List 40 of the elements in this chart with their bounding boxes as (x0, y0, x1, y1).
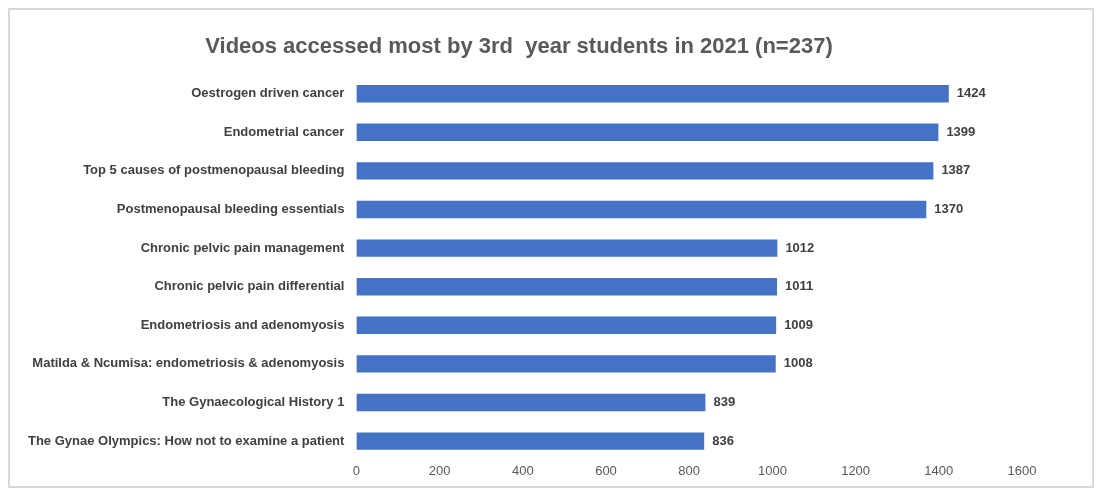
data-label: 1012 (785, 239, 815, 255)
data-label: 836 (712, 432, 734, 448)
y-tick-label: Endometrial cancer (223, 123, 345, 139)
x-tick-label: 400 (511, 462, 534, 478)
bar (356, 393, 706, 412)
y-tick-label: Postmenopausal bleeding essentials (116, 201, 345, 217)
y-tick-label: The Gynaecological History 1 (162, 394, 345, 410)
x-tick-label: 200 (428, 462, 451, 478)
bar (356, 162, 934, 180)
y-tick-label: Endometriosis and adenomyosis (140, 316, 345, 332)
data-label: 1009 (784, 316, 814, 332)
x-tick-label: 1400 (924, 462, 954, 478)
x-tick-label: 600 (595, 462, 617, 478)
bar (356, 278, 777, 296)
x-tick-label: 0 (352, 462, 361, 478)
y-tick-label: The Gynae Olympics: How not to examine a patient (27, 432, 346, 448)
y-tick-label: Matilda & Ncumisa: endometriosis & adenomyosis (32, 355, 345, 371)
x-tick-label: 1000 (757, 462, 787, 478)
bar (356, 239, 778, 257)
data-label: 1424 (956, 85, 987, 101)
data-label: 1008 (783, 355, 813, 371)
bar (356, 123, 939, 141)
data-label: 1011 (784, 278, 814, 294)
x-tick-label: 1600 (1007, 462, 1037, 478)
bar (356, 355, 776, 373)
bar (356, 85, 949, 103)
bar (356, 200, 927, 219)
x-tick-label: 800 (678, 462, 701, 478)
bar (356, 432, 705, 450)
data-label: 1399 (946, 123, 976, 139)
y-tick-label: Top 5 causes of postmenopausal bleeding (83, 162, 345, 178)
y-tick-label: Oestrogen driven cancer (191, 85, 345, 101)
x-tick-label: 1200 (841, 462, 871, 478)
y-tick-label: Chronic pelvic pain differential (154, 278, 345, 294)
data-label: 1387 (941, 162, 971, 178)
data-label: 1370 (934, 201, 964, 217)
y-tick-label: Chronic pelvic pain management (140, 239, 346, 255)
bar (356, 316, 777, 334)
chart-title: Videos accessed most by 3rd year students in 2021 (n=237) (205, 33, 833, 59)
data-label: 839 (713, 394, 736, 410)
